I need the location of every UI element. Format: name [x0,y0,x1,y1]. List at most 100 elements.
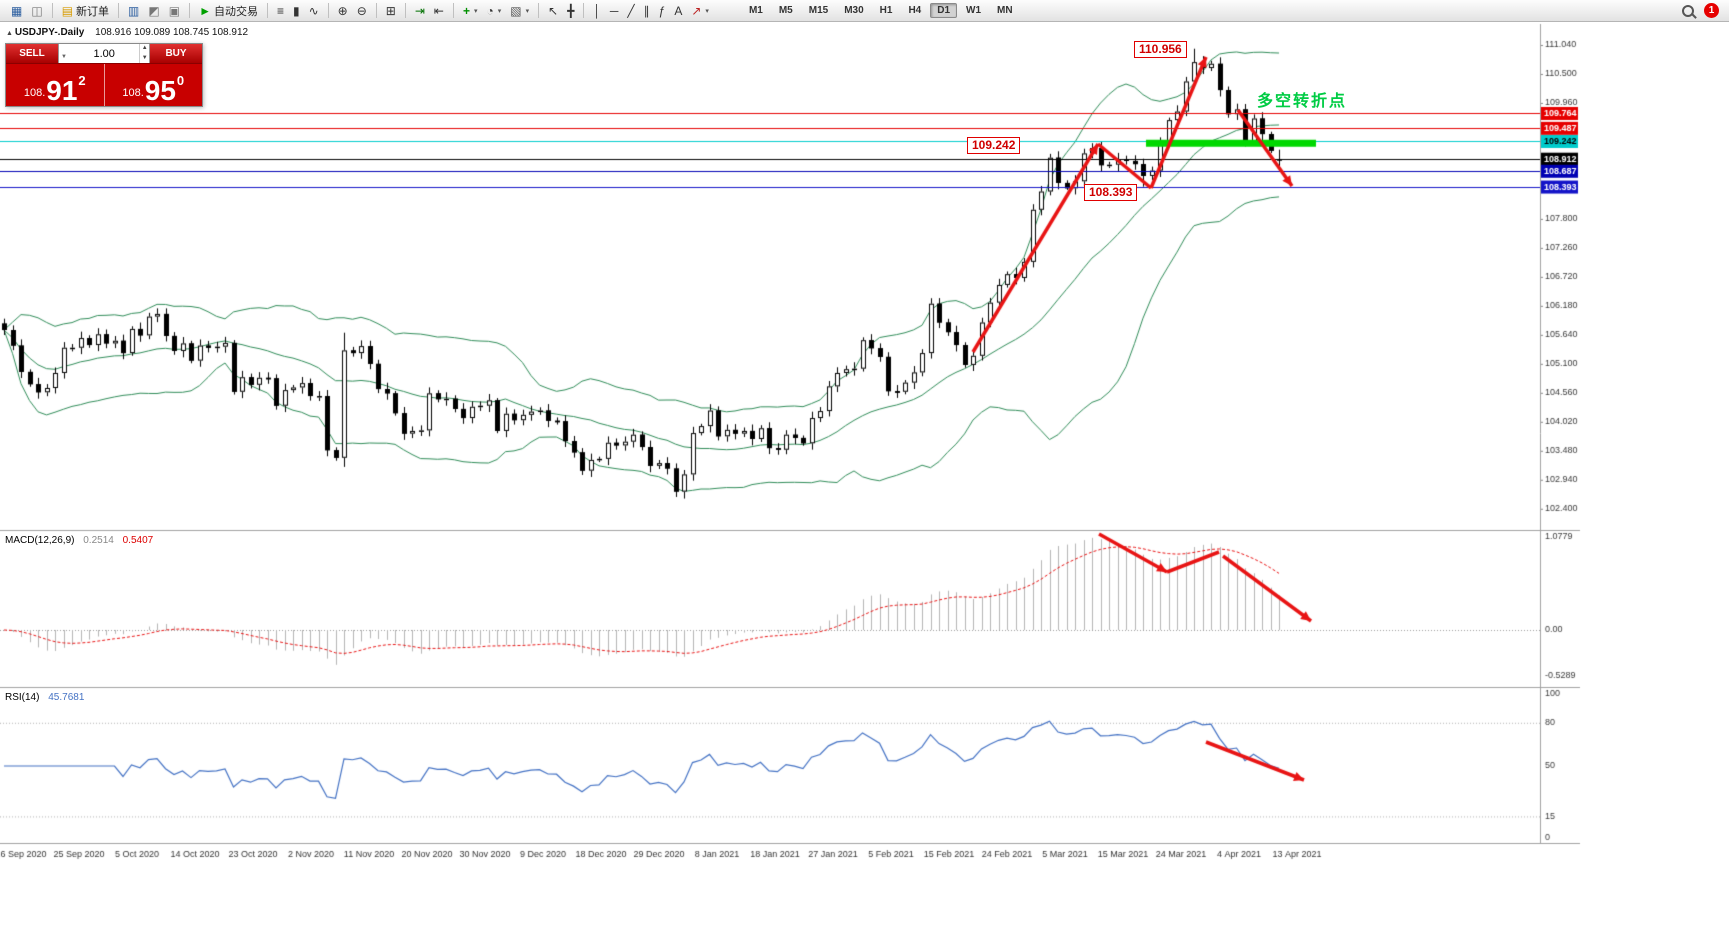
tile-windows-icon: ⊞ [385,3,396,18]
auto-trading-button[interactable]: ► 自动交易 [195,1,262,21]
auto-trading-icon: ► [199,3,211,18]
crosshair-icon: ╋ [567,3,575,18]
search-icon[interactable] [1682,4,1694,17]
timeframe-m1-button[interactable]: M1 [748,5,763,16]
symbol-timeframe-label: USDJPY-.Daily [14,27,85,38]
chart-symbol-info: USDJPY-.Daily 108.916 109.089 108.745 10… [6,27,248,38]
toolbar-separator [266,3,268,18]
bar-chart-icon: ≡ [276,3,284,18]
vertical-line-icon: │ [593,3,601,18]
oct-prices-row: 108. 91 2 108. 95 0 [6,63,202,106]
price-annotation-peak[interactable]: 110.956 [1134,41,1187,58]
toolbar-right: 1 [1682,3,1725,18]
volume-down-button[interactable] [140,54,149,64]
timeframe-h4-button[interactable]: H4 [908,5,922,16]
one-click-trading-panel: SELL BUY 108. 91 2 108. 95 0 [5,43,203,107]
timeframe-d1-button[interactable]: D1 [930,3,958,18]
channel-icon: ∥ [643,3,650,18]
trendline-button[interactable]: ╱ [623,1,638,21]
indicators-add-button[interactable]: + ▾ [459,1,482,21]
toolbar-separator [375,3,377,18]
price-annotation-resistance[interactable]: 109.242 [967,137,1021,154]
toolbar-separator [327,3,329,18]
channel-button[interactable]: ∥ [640,1,654,21]
new-order-button[interactable]: ▤ 新订单 [58,1,113,21]
ask-figure: 108. [122,87,144,99]
zoom-out-icon: ⊖ [356,3,367,18]
volume-spinner [139,44,149,63]
line-chart-icon: ∿ [308,3,319,18]
terminal-icon: ▣ [168,3,181,18]
timeframe-mn-button[interactable]: MN [997,5,1013,16]
macd-main-value: 0.2514 [83,535,114,546]
vertical-line-button[interactable]: │ [589,1,605,21]
text-button[interactable]: A [670,1,686,21]
profiles-icon: ◫ [31,3,43,18]
zoom-out-button[interactable]: ⊖ [353,1,371,21]
chevron-down-icon: ▾ [473,7,478,15]
auto-scroll-button[interactable]: ⇥ [411,1,429,21]
sell-button[interactable]: SELL [6,44,58,63]
timeframe-m5-button[interactable]: M5 [778,5,793,16]
turning-point-text[interactable]: 多空转折点 [1257,93,1348,110]
rsi-indicator-label: RSI(14) 45.7681 [5,692,84,703]
notification-badge[interactable]: 1 [1704,3,1719,18]
macd-indicator-label: MACD(12,26,9) 0.2514 0.5407 [5,535,153,546]
toolbar-separator [583,3,585,18]
arrows-button[interactable]: ↗ ▾ [687,1,713,21]
periods-button[interactable]: ◔ ▾ [482,1,505,21]
toolbar-separator [452,3,454,18]
navigator-button[interactable]: ◩ [144,1,163,21]
profiles-button[interactable]: ◫ [27,1,46,21]
fibonacci-button[interactable]: ƒ [655,1,670,21]
candlestick-icon: ▮ [292,3,300,18]
oct-divider [103,64,105,106]
cursor-button[interactable]: ↖ [544,1,562,21]
crosshair-button[interactable]: ╋ [563,1,578,21]
timeframe-m30-button[interactable]: M30 [844,5,864,16]
tile-windows-button[interactable]: ⊞ [382,1,400,21]
templates-icon: ▧ [510,3,522,18]
market-watch-button[interactable]: ▥ [124,1,143,21]
toolbar-separator [118,3,120,18]
toolbar-separator [538,3,540,18]
ask-price[interactable]: 108. 95 0 [105,64,203,106]
market-watch-icon: ▥ [128,3,140,18]
chevron-down-icon: ▾ [525,7,530,15]
horizontal-line-button[interactable]: ─ [606,1,623,21]
navigator-icon: ◩ [148,3,160,18]
bid-price[interactable]: 108. 91 2 [6,64,104,106]
volume-presets-caret[interactable] [59,45,69,63]
zoom-in-button[interactable]: ⊕ [334,1,352,21]
price-annotation-support[interactable]: 108.393 [1084,184,1138,201]
terminal-button[interactable]: ▣ [165,1,184,21]
indicators-add-icon: + [462,3,470,18]
line-chart-button[interactable]: ∿ [305,1,323,21]
chevron-down-icon: ▾ [497,7,502,15]
bar-chart-button[interactable]: ≡ [273,1,288,21]
candlestick-button[interactable]: ▮ [289,1,304,21]
chart-shift-button[interactable]: ⇤ [430,1,448,21]
templates-button[interactable]: ▧ ▾ [506,1,533,21]
new-order-button-label: 新订单 [76,5,110,18]
auto-trading-button-label: 自动交易 [213,5,258,18]
trendline-icon: ╱ [627,3,635,18]
periods-icon: ◔ [486,3,494,18]
new-chart-icon: ▦ [11,3,23,18]
timeframe-m15-button[interactable]: M15 [808,5,829,16]
buy-button[interactable]: BUY [150,44,202,63]
new-chart-button[interactable]: ▦ [7,1,26,21]
volume-up-button[interactable] [140,44,149,54]
macd-signal-value: 0.5407 [122,535,154,546]
rsi-value: 45.7681 [48,692,85,703]
timeframe-group: M1 M5 M15 M30 H1 H4 D1 W1 MN [742,3,1020,18]
ask-pipette: 0 [176,73,185,88]
ohlc-values: 108.916 109.089 108.745 108.912 [95,27,249,38]
timeframe-w1-button[interactable]: W1 [966,5,982,16]
timeframe-h1-button[interactable]: H1 [879,5,893,16]
volume-input[interactable] [68,47,140,60]
chart-shift-icon: ⇤ [433,3,444,18]
cursor-icon: ↖ [548,3,559,18]
toolbar-separator [189,3,191,18]
